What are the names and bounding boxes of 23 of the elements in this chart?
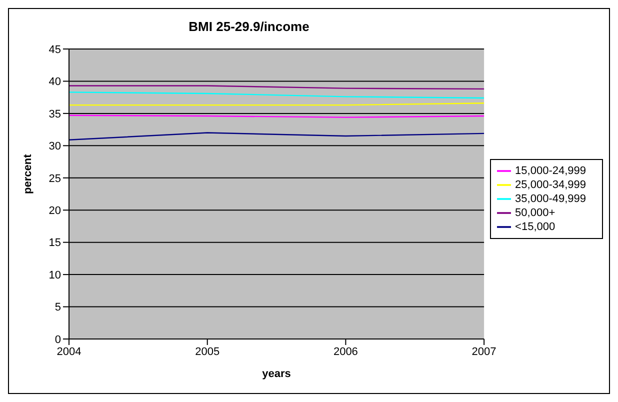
y-tick-label: 40 [48, 76, 61, 88]
y-tick-label: 0 [54, 334, 61, 346]
x-tick-label: 2005 [195, 346, 220, 358]
y-tick-label: 15 [48, 237, 61, 250]
legend-label: 50,000+ [515, 206, 556, 219]
y-tick-label: 10 [48, 269, 61, 282]
y-tick-label: 25 [48, 172, 61, 185]
x-tick-label: 2004 [56, 346, 82, 358]
x-tick-label: 2006 [333, 346, 358, 358]
legend-label: 25,000-34,999 [515, 178, 586, 191]
y-tick-label: 20 [48, 205, 61, 218]
legend-label: 15,000-24,999 [515, 164, 586, 177]
y-tick-label: 35 [48, 108, 61, 120]
y-tick-label: 45 [48, 44, 61, 56]
x-axis-title: years [262, 368, 291, 380]
legend-label: 35,000-49,999 [515, 192, 586, 205]
chart-title: BMI 25-29.9/income [188, 19, 310, 34]
y-tick-label: 30 [48, 140, 61, 153]
y-axis-title: percent [22, 154, 34, 194]
line-series [68, 132, 485, 140]
y-tick-label: 5 [54, 302, 61, 314]
legend-label: <15,000 [515, 220, 556, 233]
x-tick-label: 2007 [472, 346, 496, 358]
